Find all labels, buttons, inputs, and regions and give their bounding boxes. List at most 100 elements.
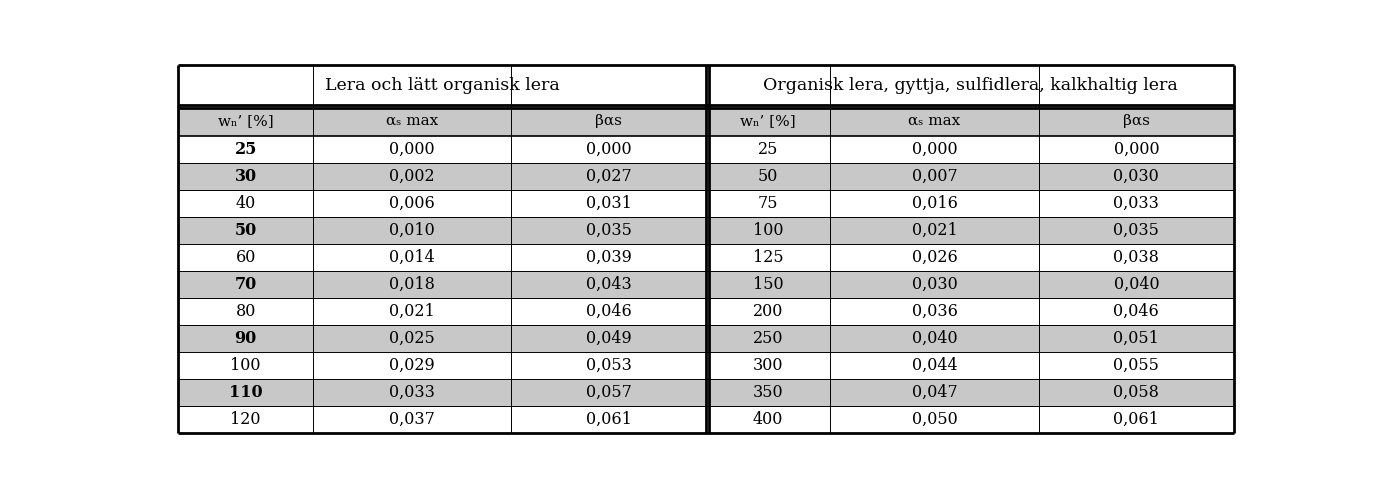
Text: 0,040: 0,040 [912,330,958,347]
Text: 0,040: 0,040 [1113,276,1159,293]
Text: 0,031: 0,031 [586,195,631,212]
Text: 0,000: 0,000 [912,141,958,158]
Bar [831,298,1039,325]
Text: 80: 80 [236,303,256,320]
Bar [707,217,831,244]
Bar [707,379,831,406]
Text: 0,036: 0,036 [912,303,958,320]
Bar [831,163,1039,190]
Bar [178,136,313,163]
Text: 50: 50 [758,168,779,185]
Bar [511,325,707,352]
Bar [831,406,1039,433]
Bar [511,136,707,163]
Text: 0,047: 0,047 [912,384,958,401]
Text: 0,021: 0,021 [912,222,958,239]
Bar [1039,271,1235,298]
Text: 0,053: 0,053 [586,357,631,374]
Bar [313,190,511,217]
Bar [1039,136,1235,163]
Text: 60: 60 [236,249,256,266]
Text: 0,010: 0,010 [389,222,435,239]
Text: 0,046: 0,046 [586,303,631,320]
Bar [313,406,511,433]
Text: 0,014: 0,014 [389,249,435,266]
Bar [1039,217,1235,244]
Bar [313,325,511,352]
Bar [313,217,511,244]
Bar [707,406,831,433]
Text: Organisk lera, gyttja, sulfidlera, kalkhaltig lera: Organisk lera, gyttja, sulfidlera, kalkh… [763,77,1177,94]
Bar [707,298,831,325]
Text: 100: 100 [752,222,784,239]
Text: 0,046: 0,046 [1113,303,1159,320]
Bar [1039,379,1235,406]
Text: 0,049: 0,049 [586,330,631,347]
Text: 0,037: 0,037 [389,411,435,427]
Bar [831,379,1039,406]
Bar [313,271,511,298]
Bar [178,163,313,190]
Text: 0,044: 0,044 [912,357,958,374]
Bar [178,406,313,433]
Text: 0,000: 0,000 [389,141,435,158]
Text: 0,061: 0,061 [1113,411,1159,427]
Bar [178,298,313,325]
Bar [831,244,1039,271]
Bar [511,106,707,136]
Bar [707,352,831,379]
Bar [313,379,511,406]
Bar [1039,406,1235,433]
Bar [178,106,313,136]
Text: Lera och lätt organisk lera: Lera och lätt organisk lera [325,77,559,94]
Bar [707,163,831,190]
Text: 70: 70 [234,276,256,293]
Bar [511,352,707,379]
Text: 110: 110 [229,384,263,401]
Bar [178,217,313,244]
Bar [313,163,511,190]
Text: 0,021: 0,021 [389,303,435,320]
Text: 75: 75 [758,195,779,212]
Bar [511,217,707,244]
Text: 150: 150 [752,276,784,293]
Text: 0,033: 0,033 [389,384,435,401]
Bar [1039,106,1235,136]
Bar [178,352,313,379]
Text: βαs: βαs [595,114,621,128]
Text: 0,030: 0,030 [912,276,958,293]
Bar [313,136,511,163]
Bar [707,325,831,352]
Text: 0,016: 0,016 [912,195,958,212]
Text: 0,051: 0,051 [1113,330,1159,347]
Bar [178,379,313,406]
Text: 0,055: 0,055 [1113,357,1159,374]
Bar [707,190,831,217]
Text: 0,006: 0,006 [389,195,435,212]
Text: 40: 40 [236,195,256,212]
Text: 300: 300 [752,357,784,374]
Text: 0,027: 0,027 [586,168,631,185]
Bar [1039,190,1235,217]
Bar [707,136,831,163]
Bar [831,136,1039,163]
Text: 0,030: 0,030 [1113,168,1159,185]
Bar [831,106,1039,136]
Text: 0,000: 0,000 [1113,141,1159,158]
Bar [511,163,707,190]
Text: 0,000: 0,000 [586,141,631,158]
Text: 100: 100 [230,357,260,374]
Bar [1039,352,1235,379]
Bar [1039,163,1235,190]
Text: 0,057: 0,057 [586,384,631,401]
Text: 0,007: 0,007 [912,168,958,185]
Text: αₛ max: αₛ max [386,114,438,128]
Bar [831,217,1039,244]
Bar [178,244,313,271]
Text: 0,026: 0,026 [912,249,958,266]
Text: 350: 350 [752,384,784,401]
Text: 0,033: 0,033 [1113,195,1159,212]
Bar [313,298,511,325]
Text: 0,038: 0,038 [1113,249,1159,266]
Text: 0,058: 0,058 [1113,384,1159,401]
